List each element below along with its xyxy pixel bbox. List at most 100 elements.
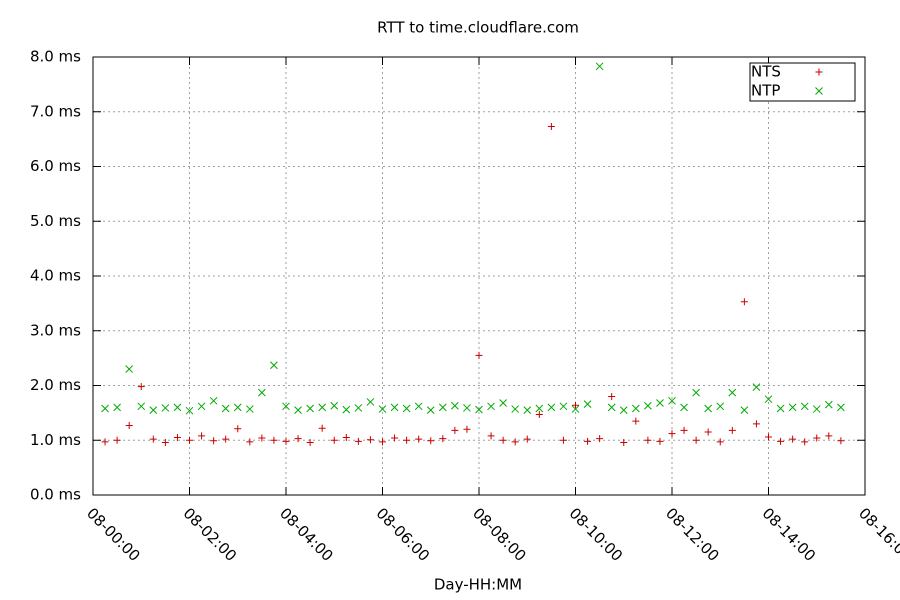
point — [740, 406, 749, 414]
legend-label: NTP — [751, 82, 780, 100]
point — [101, 404, 109, 413]
point — [644, 401, 652, 410]
point — [656, 437, 664, 445]
point — [113, 403, 121, 412]
point — [221, 404, 230, 413]
point — [414, 402, 423, 411]
point — [342, 434, 350, 442]
point — [668, 396, 676, 405]
point — [584, 437, 592, 445]
point — [427, 437, 435, 445]
point — [402, 404, 411, 413]
point — [487, 402, 495, 411]
point — [499, 436, 507, 444]
point — [113, 436, 121, 444]
point — [800, 402, 809, 411]
point — [185, 406, 194, 415]
point — [680, 403, 688, 412]
point — [282, 437, 290, 445]
point — [752, 383, 761, 391]
point — [728, 426, 736, 434]
point — [511, 438, 519, 446]
y-tick-label: 3.0 ms — [30, 321, 81, 339]
x-tick-label: 08-16:00 — [855, 504, 900, 565]
point — [716, 438, 724, 446]
point — [149, 435, 157, 443]
point — [632, 417, 640, 425]
point — [765, 433, 772, 441]
point — [366, 436, 374, 444]
point — [837, 403, 845, 412]
point — [825, 432, 833, 440]
x-tick-label: 08-06:00 — [372, 504, 433, 565]
point — [137, 402, 146, 411]
y-tick-label: 2.0 ms — [30, 376, 81, 394]
point — [451, 426, 459, 434]
point — [692, 388, 700, 397]
point — [499, 399, 507, 407]
point — [777, 437, 785, 445]
point — [318, 403, 327, 412]
point — [294, 406, 302, 414]
point — [559, 402, 568, 411]
point — [463, 425, 471, 433]
point — [475, 351, 483, 359]
point — [186, 436, 193, 444]
point — [559, 436, 567, 444]
point — [173, 434, 181, 442]
y-tick-label: 7.0 ms — [30, 102, 81, 120]
point — [837, 437, 845, 445]
point — [704, 404, 713, 413]
point — [789, 435, 797, 443]
y-tick-label: 8.0 ms — [30, 48, 81, 66]
point — [475, 405, 483, 414]
point — [644, 436, 652, 444]
x-tick-label: 08-12:00 — [662, 504, 723, 565]
point — [125, 421, 133, 429]
point — [330, 436, 338, 444]
point — [330, 401, 339, 410]
point — [101, 438, 109, 446]
point — [306, 438, 314, 446]
point — [306, 404, 314, 413]
chart-title: RTT to time.cloudflare.com — [377, 19, 579, 37]
point — [656, 399, 664, 407]
point — [619, 406, 628, 414]
point — [572, 401, 579, 409]
point — [318, 424, 326, 432]
point — [547, 403, 556, 412]
point — [812, 405, 821, 413]
point — [764, 395, 773, 404]
point — [752, 420, 760, 428]
point — [596, 435, 604, 443]
point — [788, 403, 797, 412]
point — [366, 398, 375, 406]
plot-border — [92, 56, 866, 496]
point — [415, 435, 423, 443]
point — [354, 404, 363, 412]
point — [149, 406, 158, 414]
point — [439, 435, 447, 443]
point — [294, 435, 302, 443]
point — [258, 434, 266, 442]
point — [270, 436, 278, 444]
point — [125, 365, 134, 373]
point — [728, 388, 737, 397]
point — [824, 400, 833, 409]
x-axis-label: Day-HH:MM — [434, 576, 522, 594]
legend-marker — [815, 87, 823, 95]
point — [234, 425, 242, 433]
point — [523, 406, 532, 414]
point — [198, 432, 206, 440]
point — [716, 402, 725, 411]
point — [631, 404, 640, 413]
point — [246, 438, 254, 446]
point — [571, 405, 580, 413]
point — [137, 383, 145, 391]
point — [704, 428, 712, 436]
x-tick-label: 08-02:00 — [179, 504, 240, 565]
point — [245, 405, 254, 413]
point — [438, 403, 447, 412]
point — [595, 62, 604, 71]
point — [233, 403, 242, 412]
